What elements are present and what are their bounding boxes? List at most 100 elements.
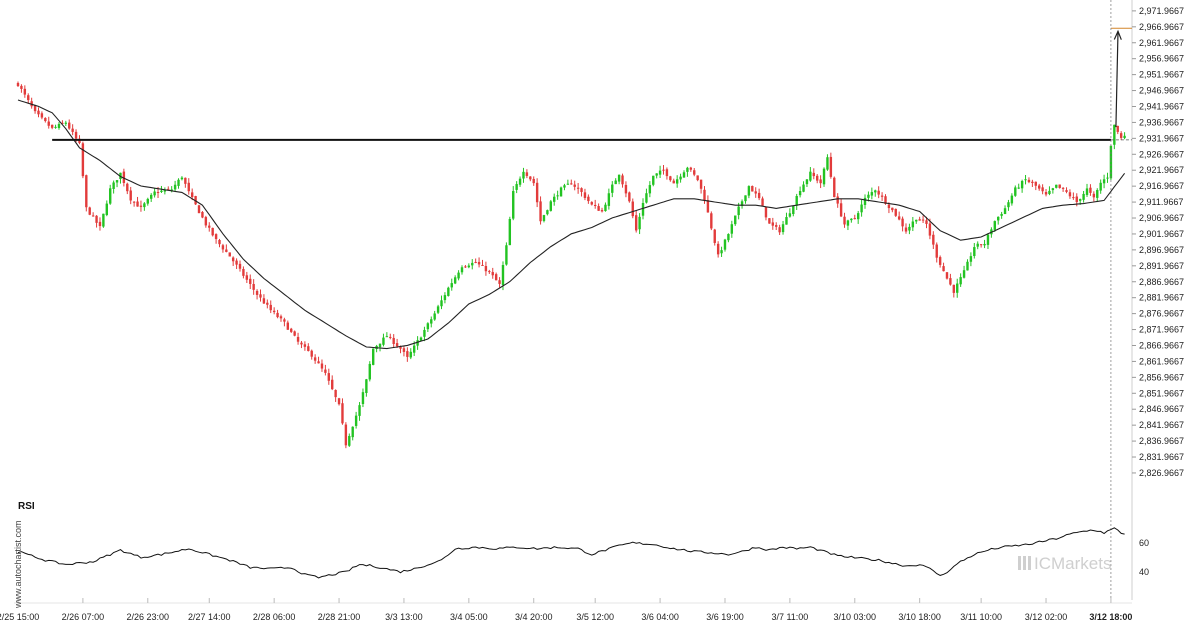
candle-body	[354, 415, 358, 426]
candle-body	[167, 188, 170, 190]
candle-body	[173, 184, 177, 190]
candle-body	[132, 201, 136, 203]
pattern-levels	[52, 0, 1132, 598]
candle-body	[129, 190, 132, 201]
candle-body	[426, 323, 430, 330]
logo-bar-3	[1028, 556, 1031, 570]
candle-body	[1102, 179, 1106, 184]
candle-body	[1089, 187, 1092, 193]
candle-body	[484, 266, 488, 272]
candle-body	[856, 213, 860, 220]
candle-body	[177, 179, 180, 186]
candle-body	[689, 167, 693, 170]
candle-body	[389, 336, 392, 338]
candle-body	[720, 250, 723, 254]
candle-body	[781, 224, 785, 233]
price-tick-label: 2,936.9667	[1139, 117, 1184, 127]
price-tick-label: 2,881.9667	[1139, 293, 1184, 303]
price-tick-label: 2,961.9667	[1139, 38, 1184, 48]
candle-body	[816, 175, 819, 181]
candle-body	[880, 195, 884, 197]
time-tick-label: 3/12 18:00	[1089, 612, 1132, 622]
candle-body	[932, 234, 935, 245]
time-tick-label: 3/7 11:00	[771, 612, 808, 622]
candle-body	[812, 172, 815, 177]
candle-body	[225, 249, 228, 252]
candle-body	[751, 186, 754, 192]
price-axis: 2,971.9667 2,966.9667 2,961.9667 2,956.9667…	[1131, 0, 1184, 600]
candle-body	[897, 216, 901, 220]
candle-body	[409, 351, 412, 358]
candle-body	[867, 194, 870, 198]
candle-body	[334, 390, 337, 398]
candle-body	[331, 379, 334, 390]
candle-body	[255, 290, 259, 295]
candle-body	[522, 171, 525, 179]
candle-body	[440, 300, 443, 307]
candle-body	[23, 88, 27, 95]
brand-logo: ICMarkets	[1018, 554, 1111, 573]
candle-body	[638, 216, 641, 230]
time-tick-label: 3/5 12:00	[576, 612, 614, 622]
candle-body	[754, 191, 757, 194]
candle-body	[959, 277, 962, 285]
candle-body	[997, 216, 1000, 221]
candle-body	[64, 122, 68, 124]
candle-body	[570, 183, 573, 185]
brand-name: ICMarkets	[1034, 554, 1111, 573]
projection-arrow-head	[1113, 29, 1122, 40]
candle-body	[214, 234, 218, 240]
candle-body	[382, 337, 385, 345]
candle-body	[218, 240, 221, 245]
candle-body	[1075, 196, 1078, 202]
time-tick-label: 2/26 23:00	[127, 612, 170, 622]
candle-body	[901, 218, 904, 227]
candle-body	[768, 218, 771, 224]
candle-body	[276, 312, 279, 318]
candle-body	[44, 117, 47, 122]
candle-body	[819, 179, 822, 184]
candle-body	[614, 180, 617, 185]
price-tick-label: 2,926.9667	[1139, 149, 1184, 159]
candle-body	[918, 219, 921, 221]
candle-body	[307, 346, 310, 351]
candle-body	[259, 294, 262, 298]
candle-body	[156, 192, 160, 194]
time-tick-label: 3/4 05:00	[450, 612, 488, 622]
candle-body	[293, 331, 296, 336]
candle-body	[488, 271, 491, 273]
candle-body	[761, 198, 764, 206]
candle-body	[546, 210, 549, 215]
candle-body	[501, 265, 505, 286]
candle-body	[283, 319, 286, 322]
candle-body	[327, 373, 330, 381]
candle-body	[590, 202, 593, 205]
price-tick-label: 2,831.9667	[1139, 452, 1184, 462]
candle-body	[27, 95, 30, 101]
time-tick-label: 3/6 19:00	[706, 612, 744, 622]
candle-body	[798, 191, 802, 196]
candle-body	[696, 175, 699, 181]
candle-body	[262, 298, 266, 304]
candle-body	[973, 247, 976, 256]
candle-body	[706, 200, 710, 213]
candle-body	[112, 182, 115, 189]
candle-body	[672, 180, 675, 184]
price-tick-label: 2,851.9667	[1139, 388, 1184, 398]
candle-body	[634, 215, 638, 231]
candle-body	[686, 167, 689, 172]
price-tick-label: 2,966.9667	[1139, 22, 1184, 32]
candle-body	[518, 178, 522, 185]
candle-body	[1113, 124, 1116, 145]
candle-body	[279, 316, 283, 319]
candle-body	[447, 287, 450, 296]
candle-body	[662, 169, 665, 171]
candle-body	[467, 265, 471, 268]
candle-body	[553, 196, 556, 202]
candle-body	[430, 319, 433, 324]
price-tick-label: 2,826.9667	[1139, 468, 1184, 478]
candle-body	[1034, 181, 1037, 186]
candle-body	[675, 179, 679, 184]
candle-body	[679, 176, 682, 180]
candle-body	[1044, 192, 1048, 195]
